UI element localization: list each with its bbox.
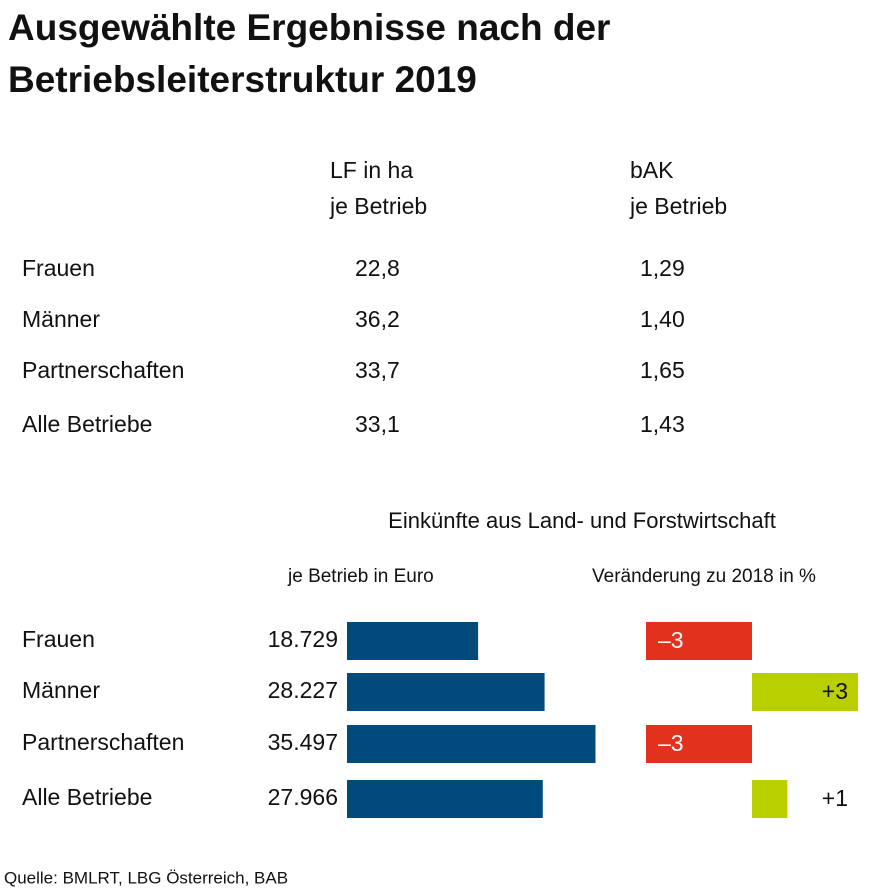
title: Betriebsleiterstruktur 2019 [8, 59, 477, 100]
row-label: Männer [22, 306, 100, 332]
row-label: Alle Betriebe [22, 411, 152, 437]
value-label: 28.227 [268, 677, 338, 703]
source: Quelle: BMLRT, LBG Österreich, BAB [4, 868, 288, 887]
row-label: Frauen [22, 255, 95, 281]
table-value: 33,1 [355, 411, 400, 437]
column-header: bAK [630, 157, 674, 183]
column-header: je Betrieb [629, 193, 727, 219]
column-header: LF in ha [330, 157, 413, 183]
category-label: Männer [22, 677, 100, 703]
value-label: 27.966 [268, 784, 338, 810]
table-value: 1,65 [640, 357, 685, 383]
bar [347, 673, 545, 711]
category-label: Frauen [22, 626, 95, 652]
table-value: 1,40 [640, 306, 685, 332]
value-label: +3 [822, 678, 848, 704]
category-label: Alle Betriebe [22, 784, 152, 810]
title: Ausgewählte Ergebnisse nach der [8, 7, 610, 48]
table-value: 36,2 [355, 306, 400, 332]
chart-title: je Betrieb in Euro [287, 566, 434, 587]
value-label: –3 [658, 730, 684, 756]
bar [752, 780, 788, 818]
category-label: Partnerschaften [22, 729, 184, 755]
table-value: 1,29 [640, 255, 685, 281]
row-label: Partnerschaften [22, 357, 184, 383]
bar [646, 622, 752, 660]
bar [752, 673, 858, 711]
value-label: 18.729 [268, 626, 338, 652]
table-value: 33,7 [355, 357, 400, 383]
table-value: 1,43 [640, 411, 685, 437]
value-label: –3 [658, 627, 684, 653]
bar [646, 725, 752, 763]
column-header: je Betrieb [329, 193, 427, 219]
bar [347, 780, 543, 818]
value-label: 35.497 [268, 729, 338, 755]
table-value: 22,8 [355, 255, 400, 281]
bar [347, 725, 596, 763]
chart-title: Veränderung zu 2018 in % [592, 566, 816, 587]
section-title: Einkünfte aus Land- und Forstwirtschaft [388, 508, 776, 533]
value-label: +1 [822, 785, 848, 811]
bar [347, 622, 479, 660]
